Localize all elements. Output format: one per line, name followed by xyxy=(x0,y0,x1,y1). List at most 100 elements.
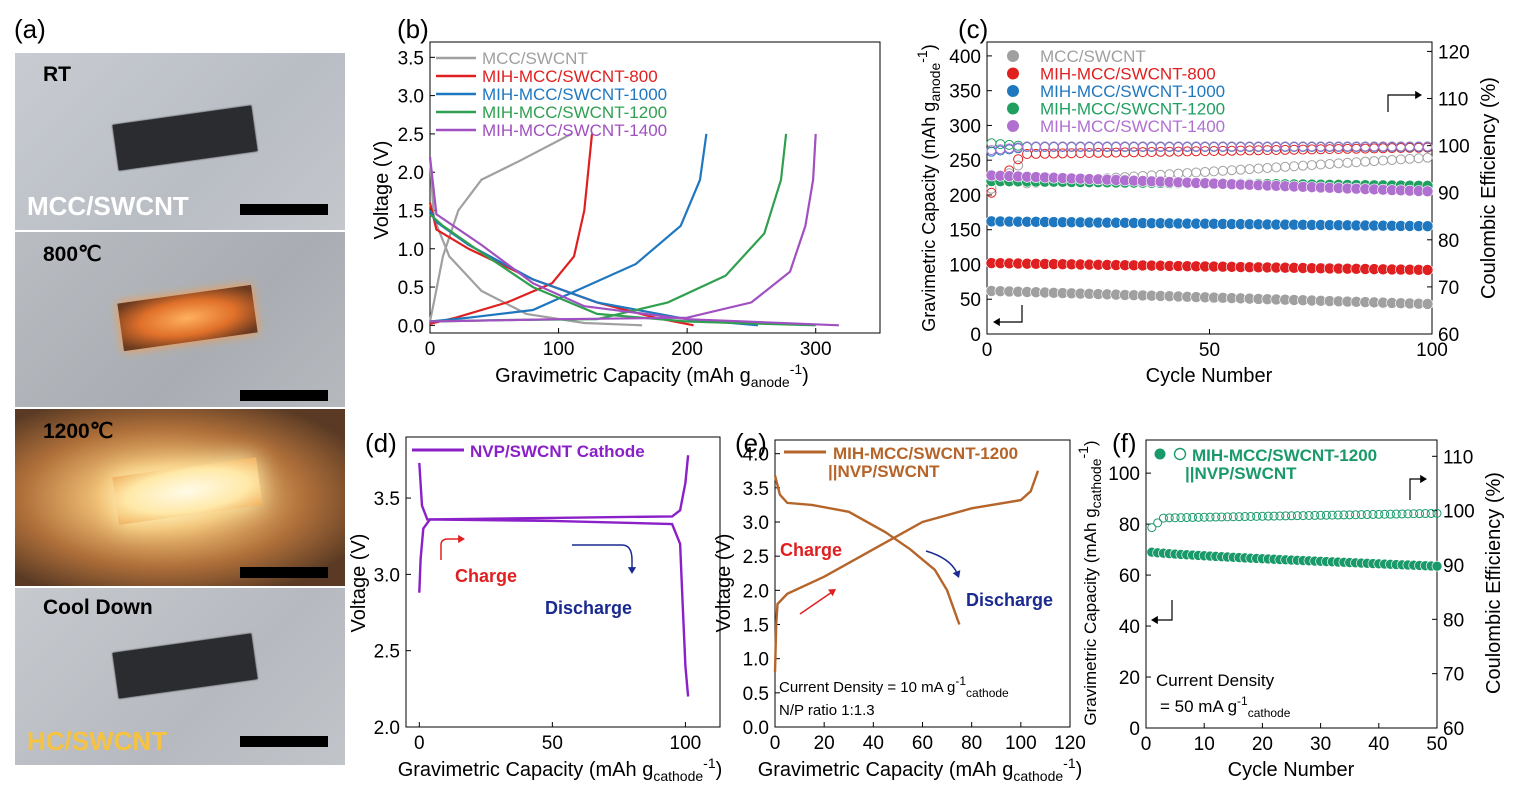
x-tick-label: 80 xyxy=(961,733,982,754)
capacity-point xyxy=(1421,220,1434,232)
photo-title: Cool Down xyxy=(43,596,153,619)
y-tick-label: 3.0 xyxy=(743,513,769,534)
y-tick-label: 150 xyxy=(949,221,981,242)
efficiency-point xyxy=(1339,510,1349,520)
x-tick-label: 50 xyxy=(542,733,563,754)
efficiency-point xyxy=(1321,510,1331,520)
efficiency-point xyxy=(1170,513,1180,523)
efficiency-point xyxy=(1228,512,1238,522)
efficiency-point xyxy=(1013,160,1024,171)
legend-label: MIH-MCC/SWCNT-1000 xyxy=(482,85,667,104)
panel-label-c: (c) xyxy=(958,14,989,44)
y-tick-label: 3.0 xyxy=(374,565,400,586)
y-tick-label: 80 xyxy=(1119,515,1140,536)
efficiency-point xyxy=(1176,513,1186,523)
efficiency-point xyxy=(1356,510,1366,520)
photo-title: 1200℃ xyxy=(43,420,114,443)
efficiency-point xyxy=(1199,512,1209,522)
series-line-charge xyxy=(429,133,708,323)
y-tick-label: 200 xyxy=(949,186,981,207)
efficiency-point xyxy=(1403,509,1413,519)
efficiency-point xyxy=(1173,141,1184,152)
y-tick-label: 3.0 xyxy=(398,87,424,108)
efficiency-point xyxy=(1413,153,1424,164)
efficiency-point xyxy=(1362,510,1372,520)
efficiency-point xyxy=(1235,164,1246,175)
efficiency-point xyxy=(1351,157,1362,168)
efficiency-point xyxy=(1422,152,1433,163)
x-axis-label-part: ) xyxy=(716,759,723,781)
efficiency-point xyxy=(1182,168,1193,179)
efficiency-point xyxy=(1075,141,1086,152)
scale-bar xyxy=(240,390,328,401)
efficiency-point xyxy=(1057,141,1068,152)
efficiency-point xyxy=(1297,160,1308,171)
y-tick-label: 50 xyxy=(960,290,981,311)
discharge-curve xyxy=(773,475,961,625)
panel-label-b: (b) xyxy=(397,14,429,44)
x-axis-label-part: Gravimetric Capacity (mAh g xyxy=(495,365,751,387)
series-line-discharge xyxy=(429,213,816,327)
efficiency-point xyxy=(1217,165,1228,176)
x-axis-label-part: ) xyxy=(802,365,809,387)
legend-label: MIH-MCC/SWCNT-1200 xyxy=(1192,446,1377,465)
photo-1200c: 1200℃ xyxy=(15,409,345,586)
legend-label: MCC/SWCNT xyxy=(482,49,588,68)
discharge-arrow xyxy=(925,550,958,574)
x-axis-label-part: anode xyxy=(751,374,790,390)
x-axis-label: Gravimetric Capacity (mAh gcathode-1) xyxy=(758,755,1083,784)
y-axis-label-part: anode xyxy=(927,63,943,102)
x-tick-label: 0 xyxy=(414,733,425,754)
y-tick-label: 1.0 xyxy=(398,240,424,261)
x-axis-label: Cycle Number xyxy=(1228,759,1355,781)
photo-800c: 800℃ xyxy=(15,232,345,407)
legend-label-2: ||NVP/SWCNT xyxy=(1185,464,1297,483)
efficiency-point xyxy=(1222,512,1232,522)
efficiency-point xyxy=(1310,510,1320,520)
y-tick-label: 250 xyxy=(949,151,981,172)
y-tick-label: 350 xyxy=(949,82,981,103)
x-tick-label: 20 xyxy=(1252,734,1273,755)
x-tick-label: 120 xyxy=(1054,733,1086,754)
series-line-charge xyxy=(429,133,817,323)
photo-caption: HC/SWCNT xyxy=(27,726,168,756)
x-axis-label-part: Gravimetric Capacity (mAh g xyxy=(398,759,654,781)
efficiency-point xyxy=(1263,511,1273,521)
y-tick-label: 2.0 xyxy=(398,163,424,184)
scale-bar xyxy=(240,736,328,747)
efficiency-point xyxy=(1102,141,1113,152)
efficiency-point xyxy=(1269,511,1279,521)
efficiency-point xyxy=(1426,508,1436,518)
efficiency-point xyxy=(1351,141,1362,152)
discharge-arrow-head xyxy=(627,567,637,574)
efficiency-point xyxy=(1292,511,1302,521)
efficiency-point xyxy=(1182,513,1192,523)
efficiency-point xyxy=(986,187,997,198)
photo-cool-down: Cool Down HC/SWCNT xyxy=(15,588,345,765)
efficiency-point xyxy=(1240,512,1250,522)
y2-tick-label: 80 xyxy=(1438,231,1459,252)
y2-tick-label: 70 xyxy=(1438,278,1459,299)
efficiency-point xyxy=(1374,509,1384,519)
efficiency-point xyxy=(1333,158,1344,169)
x-axis-label-part: ) xyxy=(1076,759,1083,781)
legend-label: MIH-MCC/SWCNT-1400 xyxy=(1040,117,1225,136)
efficiency-point xyxy=(1191,167,1202,178)
arrow-left-axis xyxy=(997,305,1023,323)
y-tick-label: 0 xyxy=(1129,719,1140,740)
y-axis-label: Voltage (V) xyxy=(371,141,393,240)
y2-tick-label: 110 xyxy=(1438,90,1468,111)
x-tick-label: 60 xyxy=(912,733,933,754)
efficiency-point xyxy=(1128,141,1139,152)
x-axis-label-part: -1 xyxy=(790,361,803,377)
efficiency-point xyxy=(1306,160,1317,171)
y-tick-label: 1.0 xyxy=(743,650,769,671)
charge-arrow xyxy=(440,538,460,560)
efficiency-point xyxy=(1342,141,1353,152)
legend-label: MIH-MCC/SWCNT-800 xyxy=(1040,65,1216,84)
efficiency-point xyxy=(1280,161,1291,172)
efficiency-point xyxy=(1226,165,1237,176)
y-tick-label: 60 xyxy=(1119,566,1140,587)
efficiency-point xyxy=(1188,512,1198,522)
efficiency-point xyxy=(1391,509,1401,519)
